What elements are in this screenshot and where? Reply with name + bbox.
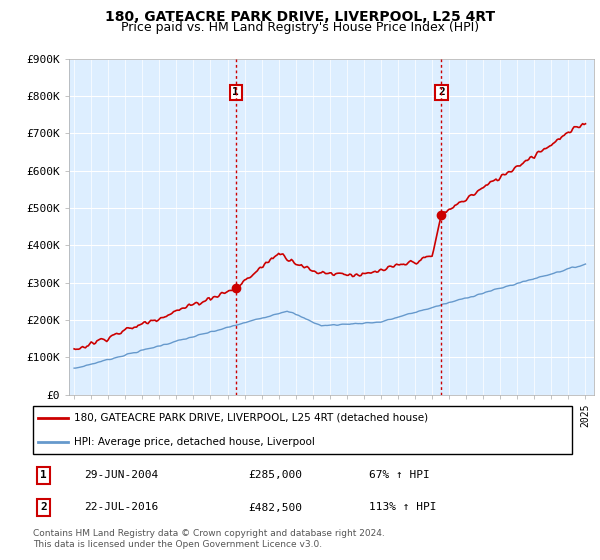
Text: Contains HM Land Registry data © Crown copyright and database right 2024.
This d: Contains HM Land Registry data © Crown c… xyxy=(33,529,385,549)
Text: 29-JUN-2004: 29-JUN-2004 xyxy=(85,470,159,480)
Text: £482,500: £482,500 xyxy=(248,502,302,512)
FancyBboxPatch shape xyxy=(33,406,572,454)
Text: 2: 2 xyxy=(40,502,47,512)
Text: 2: 2 xyxy=(438,87,445,97)
Text: 113% ↑ HPI: 113% ↑ HPI xyxy=(368,502,436,512)
Text: Price paid vs. HM Land Registry's House Price Index (HPI): Price paid vs. HM Land Registry's House … xyxy=(121,21,479,34)
Text: 1: 1 xyxy=(40,470,47,480)
Text: 1: 1 xyxy=(232,87,239,97)
Text: 180, GATEACRE PARK DRIVE, LIVERPOOL, L25 4RT (detached house): 180, GATEACRE PARK DRIVE, LIVERPOOL, L25… xyxy=(74,413,428,423)
Text: HPI: Average price, detached house, Liverpool: HPI: Average price, detached house, Live… xyxy=(74,437,314,447)
Text: £285,000: £285,000 xyxy=(248,470,302,480)
Text: 67% ↑ HPI: 67% ↑ HPI xyxy=(368,470,429,480)
Text: 180, GATEACRE PARK DRIVE, LIVERPOOL, L25 4RT: 180, GATEACRE PARK DRIVE, LIVERPOOL, L25… xyxy=(105,10,495,24)
Text: 22-JUL-2016: 22-JUL-2016 xyxy=(85,502,159,512)
